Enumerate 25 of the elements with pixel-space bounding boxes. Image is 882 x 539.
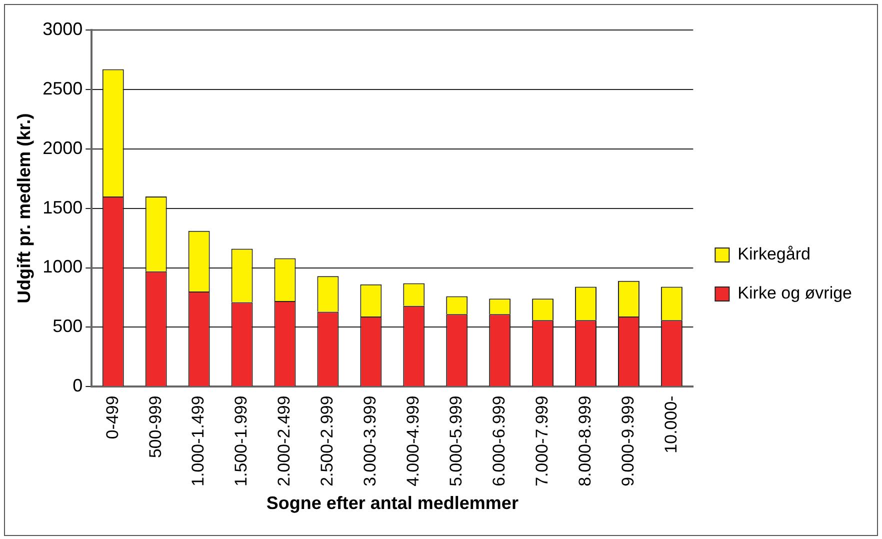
x-tick-label: 1.500-1.999: [232, 396, 251, 486]
x-tick-label: 4.000-4.999: [404, 396, 423, 486]
x-tick-label: 8.000-8.999: [575, 396, 594, 486]
y-tick-label: 0: [72, 376, 83, 396]
x-axis-title: Sogne efter antal medlemmer: [266, 493, 518, 514]
legend-label: Kirkegård: [738, 244, 810, 264]
legend-label: Kirke og øvrige: [738, 284, 852, 303]
y-tick-label: 1000: [42, 256, 83, 277]
x-tick-label: 1.000-1.499: [188, 396, 208, 486]
y-tick-label: 1500: [42, 197, 83, 218]
y-tick-label: 2500: [42, 78, 83, 98]
x-tick-label: 3.000-3.999: [360, 396, 380, 486]
x-tick-label: 2.500-2.999: [318, 396, 337, 486]
y-tick-label: 2000: [42, 138, 83, 158]
x-tick-label: 10.000-: [661, 396, 680, 454]
x-tick-label: 6.000-6.999: [490, 396, 509, 486]
y-tick-label: 3000: [42, 18, 83, 39]
x-tick-label: 500-999: [146, 396, 165, 458]
x-tick-label: 0-499: [102, 396, 122, 440]
x-tick-label: 5.000-5.999: [446, 396, 466, 486]
y-tick-label: 500: [52, 316, 83, 336]
x-tick-label: 9.000-9.999: [618, 396, 638, 486]
y-axis-title: Udgift pr. medlem (kr.): [14, 113, 34, 304]
x-tick-label: 2.000-2.499: [274, 396, 294, 486]
x-tick-label: 7.000-7.999: [532, 396, 552, 486]
